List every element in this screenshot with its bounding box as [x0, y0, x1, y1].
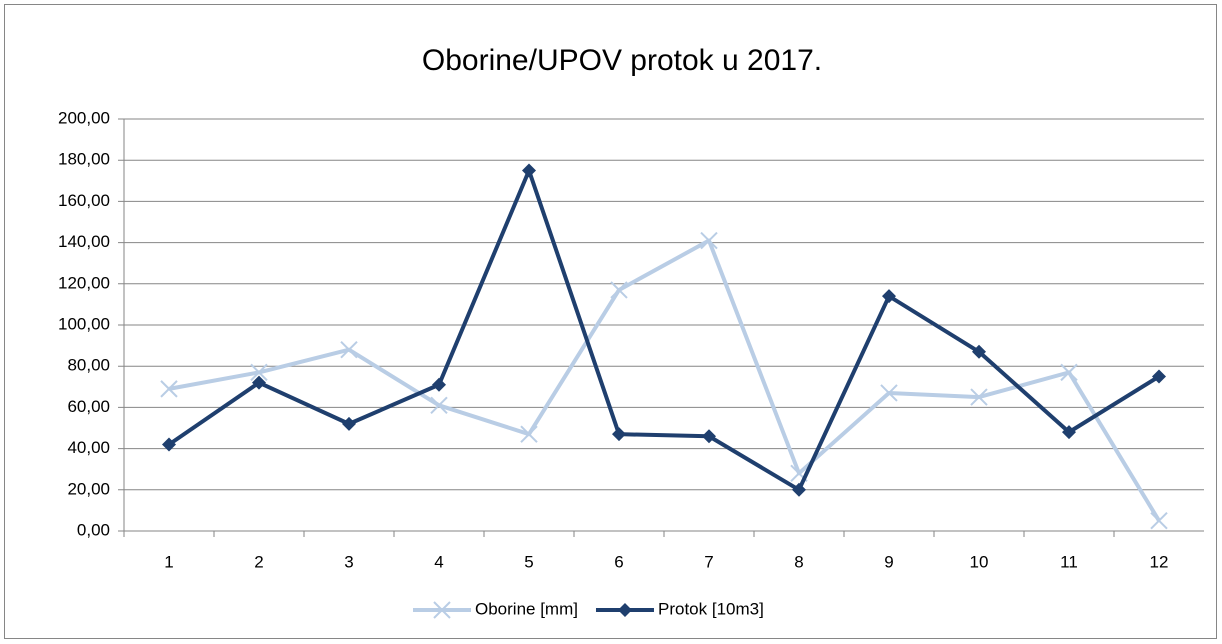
x-tick-label: 2 — [254, 552, 263, 571]
legend-label: Oborine [mm] — [475, 599, 578, 618]
y-tick-label: 100,00 — [58, 314, 110, 333]
y-tick-label: 0,00 — [77, 520, 110, 539]
data-point — [1062, 425, 1076, 440]
data-point — [610, 281, 628, 299]
y-tick-label: 20,00 — [67, 479, 110, 498]
data-point — [702, 429, 716, 444]
x-tick-label: 12 — [1150, 552, 1169, 571]
x-tick-label: 7 — [704, 552, 713, 571]
legend-marker — [433, 601, 451, 619]
data-point — [432, 377, 446, 392]
y-tick-label: 120,00 — [58, 273, 110, 292]
x-tick-label: 10 — [970, 552, 989, 571]
data-point — [520, 425, 538, 443]
x-tick-label: 1 — [164, 552, 173, 571]
series-line — [167, 168, 1161, 492]
data-point — [1060, 363, 1078, 382]
data-point — [972, 344, 986, 359]
x-tick-label: 6 — [614, 552, 623, 571]
y-tick-label: 160,00 — [58, 191, 110, 210]
data-point — [882, 289, 896, 304]
data-point — [970, 388, 988, 406]
x-tick-label: 9 — [884, 552, 893, 571]
chart-border — [4, 4, 1217, 639]
data-point — [340, 341, 358, 359]
legend-label: Protok [10m3] — [658, 599, 764, 618]
x-tick-label: 8 — [794, 552, 803, 571]
x-tick-label: 5 — [524, 552, 533, 571]
data-point — [1150, 511, 1168, 530]
y-tick-label: 200,00 — [58, 108, 110, 127]
data-point — [880, 384, 898, 402]
x-tick-label: 3 — [344, 552, 353, 571]
y-tick-label: 140,00 — [58, 232, 110, 251]
y-tick-label: 40,00 — [67, 438, 110, 457]
data-point — [1152, 369, 1166, 384]
y-tick-label: 180,00 — [58, 150, 110, 169]
data-point — [160, 380, 178, 398]
data-point — [430, 396, 448, 415]
y-tick-label: 80,00 — [67, 356, 110, 375]
y-tick-label: 60,00 — [67, 397, 110, 416]
x-tick-label: 4 — [434, 552, 443, 571]
data-point — [612, 427, 626, 442]
x-tick-label: 11 — [1060, 552, 1078, 571]
legend-marker — [617, 603, 632, 617]
chart-title: Oborine/UPOV protok u 2017. — [422, 44, 822, 77]
data-point — [700, 231, 718, 250]
data-point — [522, 163, 536, 178]
data-point — [342, 416, 356, 431]
data-point — [252, 375, 266, 390]
data-point — [162, 437, 176, 452]
series-line — [168, 238, 1161, 522]
data-point — [792, 482, 806, 497]
data-point — [250, 363, 268, 382]
